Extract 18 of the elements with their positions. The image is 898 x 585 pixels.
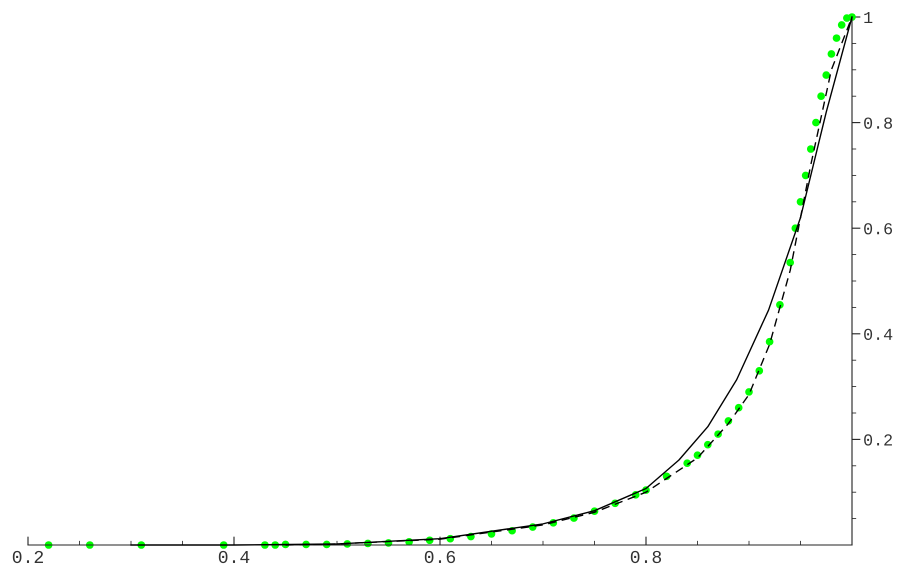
point bbox=[822, 71, 830, 79]
x-tick-label: 0.6 bbox=[424, 550, 456, 564]
point bbox=[832, 34, 840, 42]
point bbox=[838, 21, 846, 29]
point bbox=[828, 50, 836, 58]
y-tick-label: 0.6 bbox=[864, 223, 892, 234]
x-tick-label: 0.4 bbox=[218, 550, 250, 564]
point bbox=[806, 145, 815, 153]
point bbox=[766, 338, 774, 346]
y-tick-label: 0.4 bbox=[864, 328, 892, 340]
x-tick-label: 0.8 bbox=[630, 550, 662, 564]
point bbox=[786, 258, 794, 266]
y-tick-label: 1 bbox=[864, 12, 872, 24]
x-tick-label: 0.2 bbox=[12, 550, 43, 564]
y-tick-label: 0.2 bbox=[864, 434, 892, 446]
y-tick-label: 0.8 bbox=[864, 117, 892, 129]
point bbox=[812, 118, 820, 126]
point bbox=[817, 92, 825, 100]
